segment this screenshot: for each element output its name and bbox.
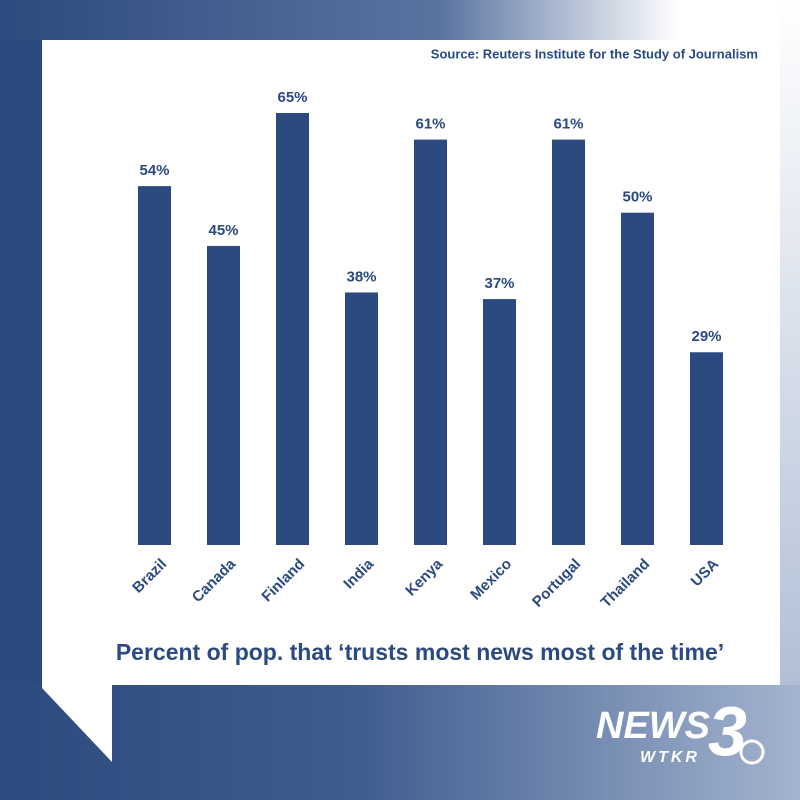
bar: [345, 292, 378, 545]
bar: [276, 113, 309, 545]
data-label: 61%: [415, 116, 445, 133]
card: [42, 40, 780, 762]
bar: [207, 245, 240, 545]
bottom-band: [0, 685, 800, 800]
data-label: 37%: [484, 275, 514, 292]
data-label: 38%: [346, 268, 376, 285]
top-band: [0, 0, 800, 40]
side-band: [780, 0, 800, 800]
data-label: 61%: [553, 116, 583, 133]
bar: [138, 186, 171, 545]
bar: [552, 139, 585, 546]
logo-call-sign: WTKR: [640, 749, 700, 766]
bar: [690, 352, 723, 545]
data-label: 50%: [622, 189, 652, 206]
logo-number: 3: [708, 692, 747, 770]
data-label: 54%: [139, 162, 169, 179]
bar: [414, 139, 447, 546]
logo: NEWS 3 WTKR: [596, 692, 765, 770]
chart-title: Percent of pop. that ‘trusts most news m…: [116, 639, 724, 665]
source: Source: Reuters Institute for the Study …: [431, 46, 758, 61]
logo-name: NEWS: [596, 705, 710, 747]
bar: [483, 299, 516, 545]
bar: [621, 212, 654, 545]
logo-eye: [739, 739, 765, 765]
data-label: 29%: [691, 328, 721, 345]
data-label: 45%: [208, 222, 238, 239]
data-label: 65%: [277, 89, 307, 106]
